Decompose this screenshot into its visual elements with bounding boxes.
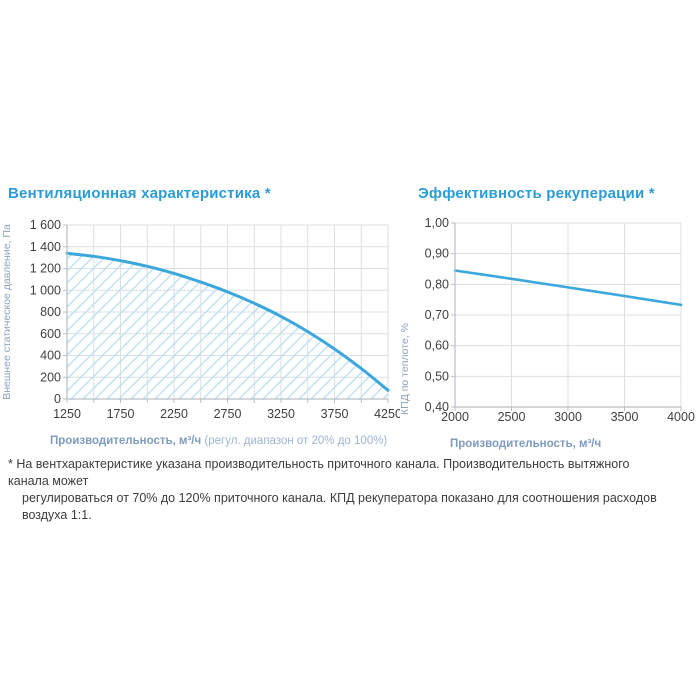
- x-tick-label: 2500: [498, 410, 526, 424]
- x-tick-label: 1250: [53, 407, 81, 421]
- y-tick-label: 0,80: [425, 277, 449, 291]
- ventilation-chart-title: Вентиляционная характеристика *: [8, 185, 271, 202]
- hatched-area: [67, 253, 388, 399]
- recuperation-chart-title: Эффективность рекуперации *: [418, 185, 655, 202]
- y-tick-label: 200: [40, 370, 61, 384]
- ventilation-chart: 1250 1750 2250 2750 3250 3750 4250 0 200 400 600 80…: [1, 218, 400, 447]
- y-tick-label: 400: [40, 349, 61, 363]
- x-tick-label: 4250: [374, 407, 400, 421]
- x-tick-label: 4000: [667, 410, 695, 424]
- y-tick-label: 1,00: [425, 216, 449, 230]
- y-tick-label: 1 000: [30, 283, 61, 297]
- y-axis-title: КПД по теплоте, %: [400, 323, 411, 415]
- recuperation-chart: 2000 2500 3000 3500 4000 0,40 0,50 0,60 0,70 0,80…: [400, 216, 695, 450]
- y-tick-label: 0: [54, 392, 61, 406]
- y-tick-label: 0,70: [425, 308, 449, 322]
- x-tick-label: 3000: [554, 410, 582, 424]
- recuperation-plot-area: 2000 2500 3000 3500 4000 0,40 0,50 0,60 0,70 0,80…: [400, 216, 695, 450]
- footnote: * На вентхарактеристике указана производ…: [8, 456, 660, 524]
- x-axis-title: Производительность, м³/ч (регул. диапазо…: [50, 435, 387, 447]
- y-tick-label: 1 200: [30, 262, 61, 276]
- x-tick-label: 3250: [267, 407, 295, 421]
- y-tick-label: 0,90: [425, 247, 449, 261]
- ventilation-plot-area: 1250 1750 2250 2750 3250 3750 4250 0 200 400 600 80…: [1, 218, 400, 447]
- fan-curve: [65, 251, 390, 392]
- x-axis-title-note: (регул. диапазон от 20% до 100%): [201, 435, 387, 447]
- x-axis-title: Производительность, м³/ч: [450, 438, 601, 450]
- y-tick-label: 0,50: [425, 369, 449, 383]
- x-tick-label: 3500: [611, 410, 639, 424]
- y-tick-label: 1 600: [30, 218, 61, 232]
- footnote-line-2: регулироваться от 70% до 120% приточного…: [22, 491, 657, 522]
- x-tick-label: 2000: [441, 410, 469, 424]
- y-tick-label: 0,60: [425, 339, 449, 353]
- x-tick-label: 2250: [160, 407, 188, 421]
- y-tick-label: 600: [40, 327, 61, 341]
- x-axis-title-main: Производительность, м³/ч: [50, 435, 201, 447]
- y-tick-label: 800: [40, 305, 61, 319]
- x-tick-label: 3750: [321, 407, 349, 421]
- y-axis-title: Внешнее статическое давление, Па: [1, 224, 13, 400]
- x-tick-label: 2750: [214, 407, 242, 421]
- footnote-line-1: * На вентхарактеристике указана производ…: [8, 457, 630, 488]
- x-axis-title-main: Производительность, м³/ч: [450, 438, 601, 450]
- efficiency-line: [453, 269, 683, 307]
- y-tick-label: 1 400: [30, 240, 61, 254]
- x-tick-label: 1750: [107, 407, 135, 421]
- y-tick-label: 0,40: [425, 400, 449, 414]
